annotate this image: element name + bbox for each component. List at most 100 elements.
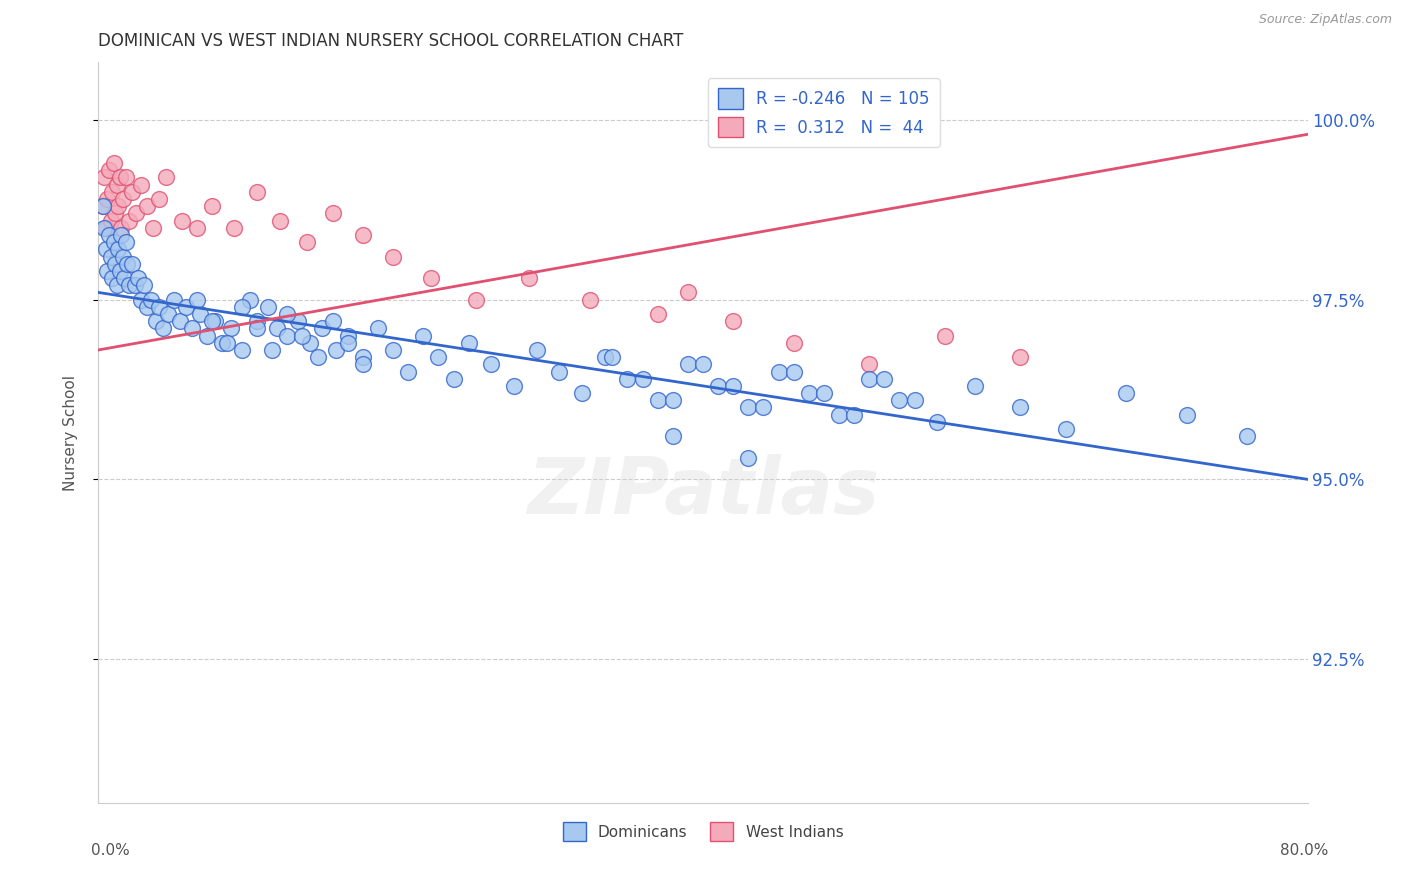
Point <box>141 293 163 307</box>
Point <box>517 271 540 285</box>
Point <box>602 350 624 364</box>
Y-axis label: Nursery School: Nursery School <box>63 375 77 491</box>
Point <box>269 213 291 227</box>
Point <box>481 357 503 371</box>
Point <box>105 278 128 293</box>
Point <box>118 213 141 227</box>
Point <box>844 408 866 422</box>
Point <box>752 401 775 415</box>
Point <box>256 300 278 314</box>
Point <box>723 314 745 328</box>
Point <box>266 321 288 335</box>
Point <box>224 220 246 235</box>
Legend: Dominicans, West Indians: Dominicans, West Indians <box>557 816 849 847</box>
Point <box>367 321 389 335</box>
Point <box>155 170 177 185</box>
Point <box>412 328 434 343</box>
Point <box>108 170 131 185</box>
Point <box>427 350 450 364</box>
Point <box>352 350 374 364</box>
Point <box>352 357 374 371</box>
Point <box>336 328 359 343</box>
Point <box>94 220 117 235</box>
Point <box>239 293 262 307</box>
Point <box>246 314 269 328</box>
Point <box>100 213 122 227</box>
Point <box>828 408 851 422</box>
Point <box>291 328 314 343</box>
Point <box>107 199 129 213</box>
Point <box>201 199 224 213</box>
Text: Source: ZipAtlas.com: Source: ZipAtlas.com <box>1258 13 1392 27</box>
Text: 80.0%: 80.0% <box>1281 843 1329 858</box>
Point <box>647 307 669 321</box>
Point <box>737 450 759 465</box>
Point <box>148 300 170 314</box>
Point <box>813 386 835 401</box>
Point <box>115 257 138 271</box>
Point <box>783 365 806 379</box>
Point <box>103 156 125 170</box>
Point <box>768 365 790 379</box>
Point <box>307 350 329 364</box>
Point <box>246 185 269 199</box>
Point <box>965 379 987 393</box>
Point <box>382 343 405 357</box>
Point <box>503 379 526 393</box>
Point <box>311 321 333 335</box>
Point <box>661 429 683 443</box>
Point <box>135 199 157 213</box>
Point <box>1115 386 1137 401</box>
Point <box>215 335 238 350</box>
Point <box>211 335 233 350</box>
Point <box>195 328 218 343</box>
Point <box>797 386 820 401</box>
Point <box>661 393 683 408</box>
Point <box>783 335 806 350</box>
Point <box>1054 422 1077 436</box>
Point <box>593 350 616 364</box>
Point <box>142 220 165 235</box>
Point <box>631 372 654 386</box>
Point <box>132 278 155 293</box>
Point <box>246 321 269 335</box>
Point <box>325 343 347 357</box>
Point <box>110 227 132 242</box>
Point <box>221 321 243 335</box>
Point <box>98 227 121 242</box>
Point <box>465 293 488 307</box>
Point <box>108 264 131 278</box>
Point <box>322 314 344 328</box>
Point <box>336 335 359 350</box>
Point <box>1010 350 1032 364</box>
Point <box>904 393 927 408</box>
Point <box>382 250 405 264</box>
Point <box>889 393 911 408</box>
Point <box>101 271 124 285</box>
Point <box>934 328 956 343</box>
Point <box>145 314 167 328</box>
Point <box>91 199 114 213</box>
Text: ZIPatlas: ZIPatlas <box>527 454 879 530</box>
Point <box>186 293 208 307</box>
Point <box>111 250 134 264</box>
Point <box>1175 408 1198 422</box>
Point <box>526 343 548 357</box>
Point <box>98 163 121 178</box>
Point <box>114 235 136 249</box>
Point <box>201 314 224 328</box>
Point <box>114 170 136 185</box>
Point <box>647 393 669 408</box>
Point <box>231 300 253 314</box>
Point <box>723 379 745 393</box>
Point <box>276 328 298 343</box>
Point <box>299 335 322 350</box>
Point <box>873 372 896 386</box>
Point <box>174 300 197 314</box>
Point <box>169 314 191 328</box>
Point <box>121 257 143 271</box>
Point <box>148 192 170 206</box>
Point <box>737 401 759 415</box>
Point <box>170 213 193 227</box>
Point <box>129 178 152 192</box>
